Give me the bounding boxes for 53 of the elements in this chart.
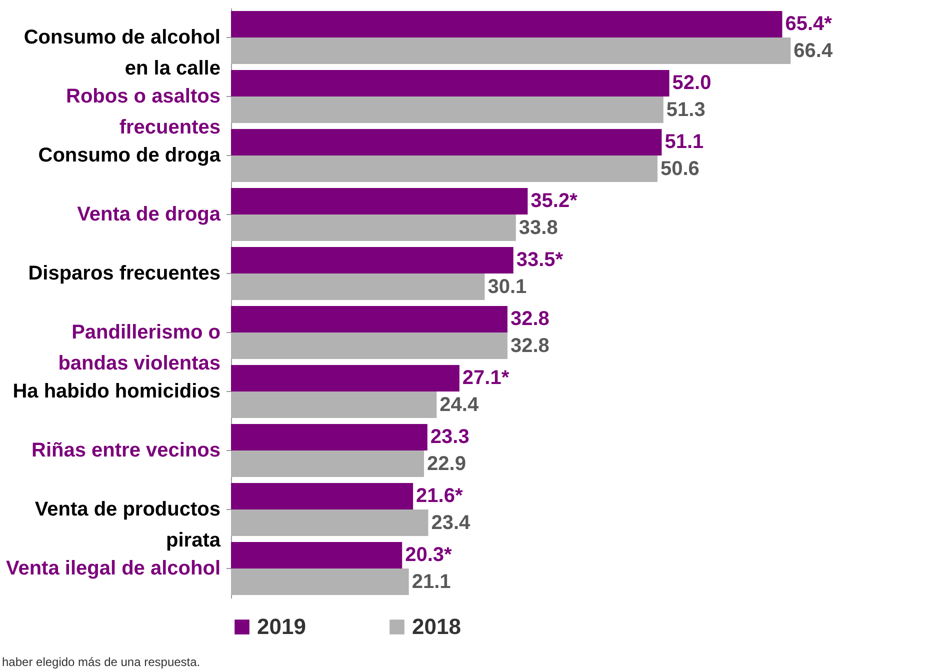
legend-label: 2018: [412, 614, 461, 639]
data-label: 32.8: [510, 334, 550, 357]
y-tick-label: Pandillerismo o bandas violentas: [58, 322, 220, 374]
y-tick-label: Consumo de alcohol en la calle: [24, 26, 220, 80]
bar: [231, 10, 782, 38]
y-tick-label: Venta de droga: [77, 204, 222, 226]
data-label: 23.4: [431, 512, 472, 534]
data-label: 30.1: [488, 276, 527, 298]
bar: [231, 306, 508, 332]
bar: [231, 70, 670, 96]
data-label: 23.3: [430, 426, 470, 448]
data-label: 51.3: [666, 98, 706, 121]
bar: [231, 568, 409, 596]
bar: [231, 38, 791, 64]
bar: [231, 156, 658, 182]
data-label: 24.4: [440, 394, 480, 416]
data-label: 32.8: [510, 308, 550, 330]
data-label: 21.6*: [416, 485, 463, 508]
data-label: 35.2*: [530, 190, 578, 212]
y-tick-label: Consumo de droga: [38, 144, 222, 166]
data-label: 52.0: [672, 72, 712, 94]
y-tick-label: Riñas entre vecinos: [32, 440, 220, 462]
data-label: 33.8: [518, 216, 558, 239]
data-label: 20.3*: [405, 544, 452, 566]
bar: [231, 246, 514, 274]
y-tick-label: Disparos frecuentes: [28, 262, 220, 284]
bar: [231, 188, 528, 214]
data-label: 27.1*: [462, 367, 510, 390]
data-label: 51.1: [664, 131, 704, 154]
bar: [231, 274, 485, 300]
bar: [231, 450, 424, 478]
data-label: 65.4*: [785, 13, 832, 36]
data-label: 22.9: [427, 452, 466, 475]
legend-label: 2019: [257, 614, 306, 639]
data-label: 21.1: [412, 570, 451, 593]
y-tick-label: Robos o asaltos frecuentes: [66, 86, 220, 138]
y-tick-label: Venta ilegal de alcohol: [6, 558, 220, 580]
data-label: 33.5*: [516, 249, 564, 272]
bar: [231, 96, 664, 124]
data-label: 50.6: [660, 158, 700, 180]
y-tick-label: Venta de productos pirata: [34, 498, 222, 552]
bar: [231, 542, 402, 568]
text: haber elegido más de una respuesta.: [2, 655, 200, 669]
y-tick-label: Ha habido homicidios: [12, 380, 220, 402]
bar: [231, 392, 437, 418]
bar: [231, 332, 508, 360]
bar: [231, 510, 428, 536]
bar: [231, 128, 662, 156]
bar: [231, 424, 428, 450]
bar: [231, 364, 460, 392]
data-label: 66.4: [794, 40, 834, 62]
bar: [231, 482, 414, 510]
bar: [231, 214, 516, 242]
